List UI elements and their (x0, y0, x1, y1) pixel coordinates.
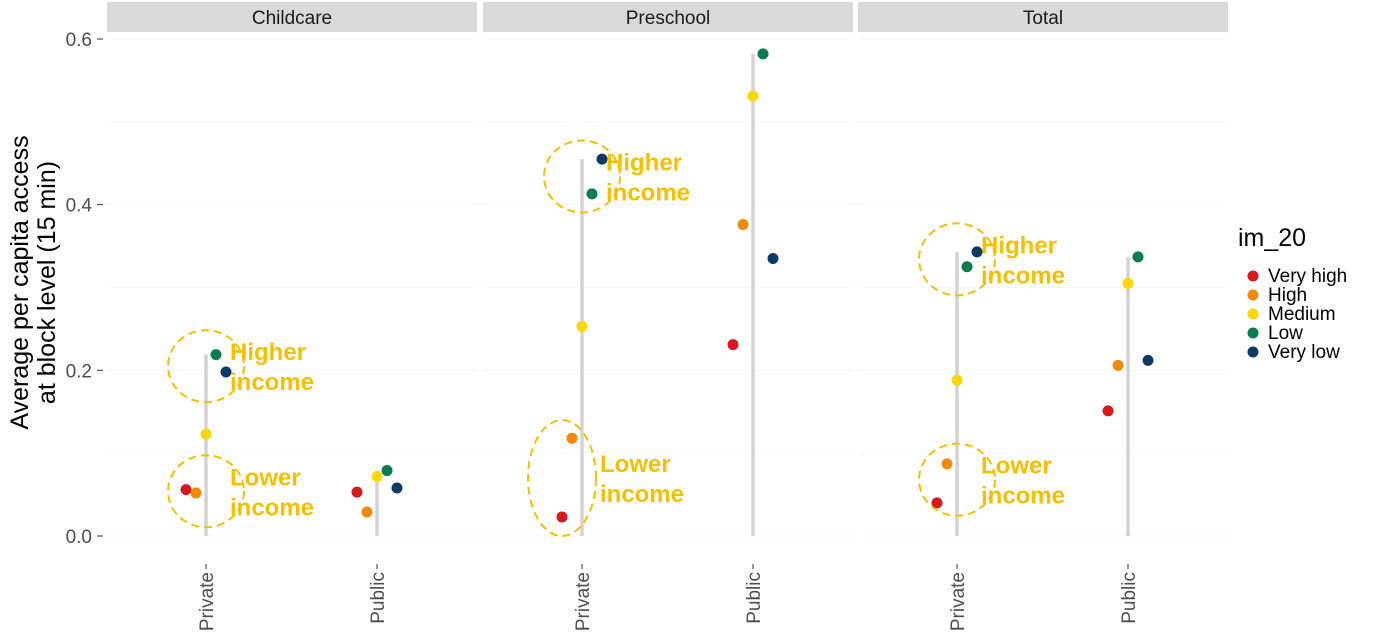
y-tick-label: 0.6 (66, 30, 92, 51)
y-tick-label: 0.0 (66, 527, 92, 548)
x-tick-label: Private (573, 572, 594, 631)
point-very-high (351, 486, 363, 498)
point-very-low (391, 482, 403, 494)
point-low (586, 188, 598, 200)
legend-key-high (1247, 289, 1259, 301)
facet-panel-childcare: Childcare Private Public Higher income Lower i… (107, 2, 477, 631)
point-medium (371, 470, 383, 482)
grid-lines (107, 38, 477, 537)
point-high (737, 219, 749, 231)
annotation-ellipse (543, 139, 621, 214)
y-tick-label: 0.4 (66, 196, 93, 217)
annotation-line: income (230, 494, 314, 521)
facet-strip-label: Childcare (252, 8, 332, 29)
facet-strip (483, 2, 853, 32)
point-high (1112, 359, 1124, 371)
point-very-low (596, 153, 608, 165)
facet-strip (858, 2, 1228, 32)
x-tick-label: Private (197, 572, 218, 631)
y-axis-title: Average per capita accessat block level … (6, 135, 61, 429)
facet-panel-preschool: Preschool Private Public Higher income Lower i… (483, 2, 853, 631)
point-very-high (180, 484, 192, 496)
point-medium (1122, 277, 1134, 289)
annotation-ellipse (167, 454, 245, 529)
annotation-text: Higher income (606, 150, 690, 207)
y-tick-label: 0.2 (66, 361, 92, 382)
grid-lines (483, 38, 853, 537)
legend-key-medium (1247, 308, 1259, 320)
annotation-ellipse (167, 329, 245, 404)
point-low (381, 465, 393, 477)
annotation-line: income (230, 369, 314, 396)
legend-title: im_20 (1238, 224, 1306, 252)
legend-label: Very low (1268, 342, 1340, 363)
legend-key-very-high (1247, 270, 1259, 282)
point-medium (576, 320, 588, 332)
point-low (757, 48, 769, 60)
x-tick-label: Private (948, 572, 969, 631)
annotation-ellipse (527, 419, 597, 538)
point-very-low (971, 246, 983, 258)
annotation-line: income (606, 180, 690, 207)
point-medium (200, 428, 212, 440)
point-high (361, 506, 373, 518)
x-tick-label: Public (744, 572, 765, 624)
y-axis-title-line: Average per capita access (6, 135, 34, 429)
legend-label: Low (1268, 323, 1303, 344)
facet-strip-label: Preschool (626, 8, 711, 29)
annotation-ellipse (918, 442, 996, 517)
point-high (566, 432, 578, 444)
point-very-high (931, 497, 943, 509)
legend-label: Very high (1268, 266, 1347, 287)
facet-strip-label: Total (1023, 8, 1063, 29)
facet-panels: Childcare Private Public Higher income Lower i… (107, 2, 1228, 631)
point-low (961, 261, 973, 273)
annotation-line: income (981, 262, 1065, 289)
y-axis-ticks: 0.0 0.2 0.4 0.6 (66, 30, 103, 548)
point-medium (951, 374, 963, 386)
legend-label: Medium (1268, 304, 1336, 325)
annotation-line: Lower (600, 451, 671, 478)
point-low (210, 349, 222, 361)
point-very-high (556, 511, 568, 523)
annotation-text: Lower income (230, 464, 314, 521)
grid-lines (858, 38, 1228, 537)
annotation-text: Higher income (230, 339, 314, 396)
annotation-line: income (600, 481, 684, 508)
annotation-text: Lower income (981, 453, 1065, 510)
y-axis-title-text: Average per capita accessat block level … (6, 135, 61, 429)
x-tick-label: Public (368, 572, 389, 624)
point-very-high (727, 339, 739, 351)
y-axis-title-line: at block level (15 min) (33, 161, 61, 404)
point-very-low (767, 253, 779, 265)
annotation-line: income (981, 483, 1065, 510)
point-high (190, 487, 202, 499)
legend-label: High (1268, 285, 1307, 306)
annotation-ellipse (918, 222, 996, 297)
point-very-high (1102, 405, 1114, 417)
point-medium (747, 90, 759, 102)
point-very-low (220, 366, 232, 378)
point-high (941, 458, 953, 470)
annotation-line: Higher (981, 232, 1057, 259)
facet-panel-total: Total Private Public Higher income Lower incom… (858, 2, 1228, 631)
facet-strip (107, 2, 477, 32)
annotation-line: Lower (230, 464, 301, 491)
point-very-low (1142, 354, 1154, 366)
annotation-text: Lower income (600, 451, 684, 508)
point-low (1132, 251, 1144, 263)
legend-key-very-low (1247, 346, 1259, 358)
legend-key-low (1247, 327, 1259, 339)
x-tick-label: Public (1119, 572, 1140, 624)
annotation-line: Lower (981, 453, 1052, 480)
annotation-line: Higher (230, 339, 306, 366)
annotation-text: Higher income (981, 232, 1065, 289)
annotation-line: Higher (606, 150, 682, 177)
